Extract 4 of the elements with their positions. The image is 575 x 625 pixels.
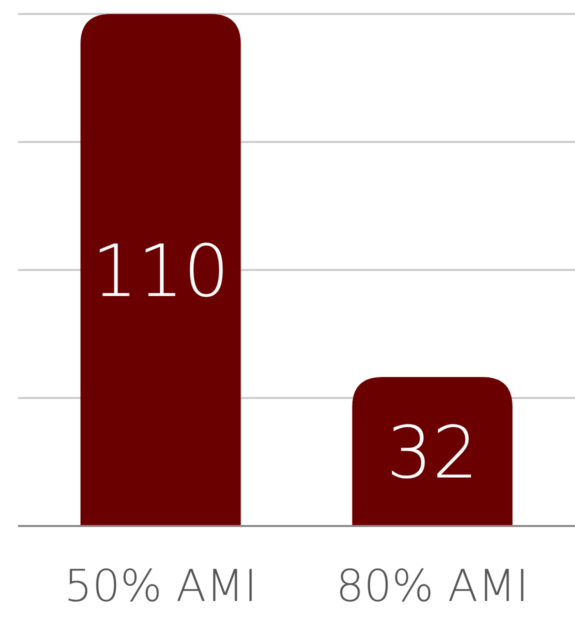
- data-label: 110: [92, 228, 230, 313]
- data-label: 32: [386, 410, 478, 494]
- x-tick-label: 80% AMI: [336, 561, 529, 612]
- x-tick-label: 50% AMI: [64, 561, 258, 612]
